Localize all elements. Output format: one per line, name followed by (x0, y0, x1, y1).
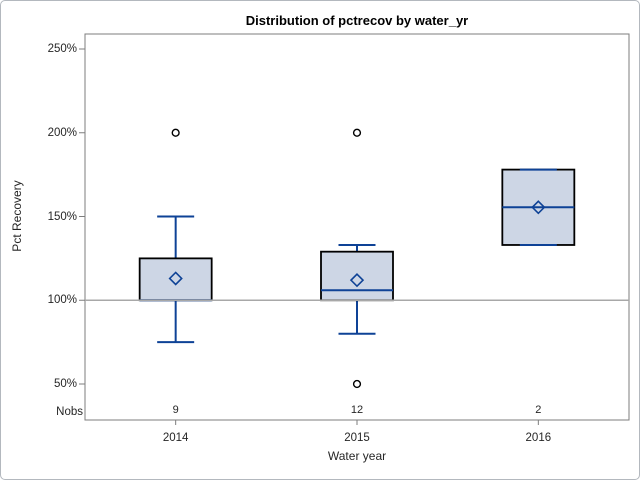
nobs-row-label: Nobs (56, 406, 83, 418)
x-tick-label: 2014 (162, 432, 189, 444)
outlier-point (352, 128, 362, 137)
x-tick-label: 2016 (525, 432, 552, 444)
y-tick-label: 250% (47, 43, 77, 55)
y-tick-label: 100% (47, 294, 77, 307)
plot-frame (84, 33, 630, 421)
mean-diamond (168, 271, 183, 286)
nobs-value: 12 (350, 404, 364, 416)
outlier-point (352, 379, 362, 389)
nobs-value: 2 (535, 404, 542, 416)
box-2014 (138, 257, 213, 302)
chart-title: Distribution of pctrecov by water_yr (245, 13, 469, 28)
outlier-point (171, 128, 180, 137)
mean-diamond (531, 200, 546, 215)
box-2015 (320, 250, 394, 302)
y-tick-label: 150% (47, 210, 77, 223)
y-tick-label: 50% (53, 378, 77, 390)
nobs-value: 9 (172, 404, 179, 416)
y-tick-label: 200% (47, 126, 77, 139)
mean-diamond (349, 273, 365, 288)
x-axis-title: Water year (327, 449, 387, 463)
x-tick-label: 2015 (344, 432, 370, 444)
